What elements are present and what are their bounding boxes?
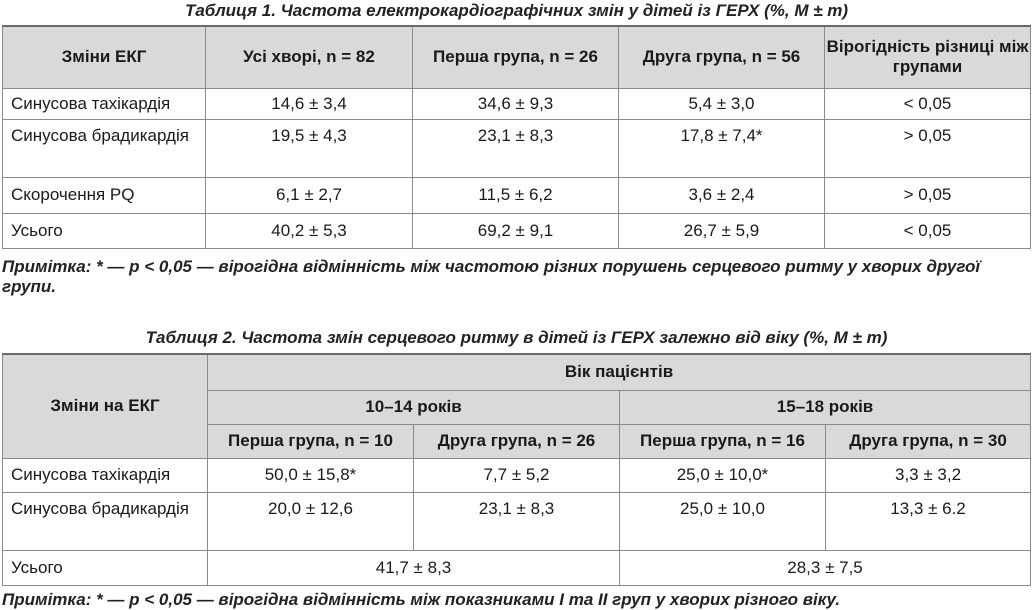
row-label: Синусова тахікардія <box>2 87 206 120</box>
cell-group2: 17,8 ± 7,4* <box>618 118 825 178</box>
table2-subheader: Друга група, n = 26 <box>413 423 620 459</box>
cell-pvalue: < 0,05 <box>824 87 1031 120</box>
table2-header-changes: Зміни на ЕКГ <box>2 353 208 459</box>
cell-group1: 23,1 ± 8,3 <box>412 118 619 178</box>
cell-group1: 69,2 ± 9,1 <box>412 212 619 249</box>
cell-pvalue: > 0,05 <box>824 176 1031 214</box>
row-label: Синусова брадикардія <box>2 118 206 178</box>
table2-header-age: Вік пацієнтів <box>206 353 1032 391</box>
table2-header-age-10-14: 10–14 років <box>207 389 620 425</box>
table2-header-row-3: Перша група, n = 10 Друга група, n = 26 … <box>3 423 1032 459</box>
table-row: Синусова тахікардія 50,0 ± 15,8* 7,7 ± 5… <box>2 457 1032 493</box>
table1-header-pvalue: Вірогідність різниці між групами <box>824 25 1031 89</box>
table1-header-group1: Перша група, n = 26 <box>412 25 619 89</box>
table-cell: 23,1 ± 8,3 <box>413 491 620 551</box>
table-cell: 3,3 ± 3,2 <box>824 457 1032 493</box>
table-row: Синусова тахікардія 14,6 ± 3,4 34,6 ± 9,… <box>2 87 1031 120</box>
row-label: Синусова тахікардія <box>2 457 208 493</box>
table-cell: 7,7 ± 5,2 <box>413 457 620 493</box>
table-row: Усього 40,2 ± 5,3 69,2 ± 9,1 26,7 ± 5,9 … <box>2 212 1031 249</box>
table-row: Синусова брадикардія 20,0 ± 12,6 23,1 ± … <box>2 491 1032 551</box>
table2-subheader: Перша група, n = 16 <box>619 423 826 459</box>
cell-group1: 34,6 ± 9,3 <box>412 87 619 120</box>
table-cell: 25,0 ± 10,0* <box>619 457 826 493</box>
table1-title: Таблиця 1. Частота електрокардіографічни… <box>184 1 849 20</box>
table1-header-group2: Друга група, n = 56 <box>618 25 825 89</box>
table1-header-all: Усі хворі, n = 82 <box>205 25 413 89</box>
cell-all: 40,2 ± 5,3 <box>205 212 413 249</box>
cell-group2: 5,4 ± 3,0 <box>618 87 825 120</box>
table-cell-total-10-14: 41,7 ± 8,3 <box>207 549 620 586</box>
table1: Зміни ЕКГ Усі хворі, n = 82 Перша група,… <box>2 25 1031 249</box>
table-row: Усього 41,7 ± 8,3 28,3 ± 7,5 <box>2 549 1032 586</box>
table2-header-age-15-18: 15–18 років <box>618 389 1032 425</box>
table2-header-row-1: Зміни на ЕКГ Вік пацієнтів <box>2 353 1032 459</box>
table2-subheader: Перша група, n = 10 <box>207 423 414 459</box>
table2-subheader: Друга група, n = 30 <box>824 423 1032 459</box>
table-cell: 25,0 ± 10,0 <box>619 491 826 551</box>
cell-all: 14,6 ± 3,4 <box>205 87 413 120</box>
row-label: Усього <box>2 549 208 586</box>
row-label: Скорочення PQ <box>2 176 206 214</box>
table-cell: 50,0 ± 15,8* <box>207 457 414 493</box>
table2: Зміни на ЕКГ Вік пацієнтів 10–14 років 1… <box>2 353 1032 586</box>
table-row: Синусова брадикардія 19,5 ± 4,3 23,1 ± 8… <box>2 118 1031 178</box>
cell-group2: 26,7 ± 5,9 <box>618 212 825 249</box>
row-label: Синусова брадикардія <box>2 491 208 551</box>
cell-all: 6,1 ± 2,7 <box>205 176 413 214</box>
table2-title: Таблиця 2. Частота змін серцевого ритму … <box>145 328 888 347</box>
table-row: Скорочення PQ 6,1 ± 2,7 11,5 ± 6,2 3,6 ±… <box>2 176 1031 214</box>
cell-all: 19,5 ± 4,3 <box>205 118 413 178</box>
cell-pvalue: > 0,05 <box>824 118 1031 178</box>
cell-group1: 11,5 ± 6,2 <box>412 176 619 214</box>
table-cell: 20,0 ± 12,6 <box>207 491 414 551</box>
table1-header-row: Зміни ЕКГ Усі хворі, n = 82 Перша група,… <box>2 25 1031 89</box>
cell-pvalue: < 0,05 <box>824 212 1031 249</box>
table-cell-total-15-18: 28,3 ± 7,5 <box>618 549 1032 586</box>
row-label: Усього <box>2 212 206 249</box>
table1-note: Примітка: * — р < 0,05 — вірогідна відмі… <box>2 257 981 296</box>
cell-group2: 3,6 ± 2,4 <box>618 176 825 214</box>
table2-header-row-2: 10–14 років 15–18 років <box>3 389 1032 425</box>
table1-header-changes: Зміни ЕКГ <box>2 25 206 89</box>
table2-note: Примітка: * — р < 0,05 — вірогідна відмі… <box>2 590 841 609</box>
table-cell: 13,3 ± 6.2 <box>824 491 1032 551</box>
